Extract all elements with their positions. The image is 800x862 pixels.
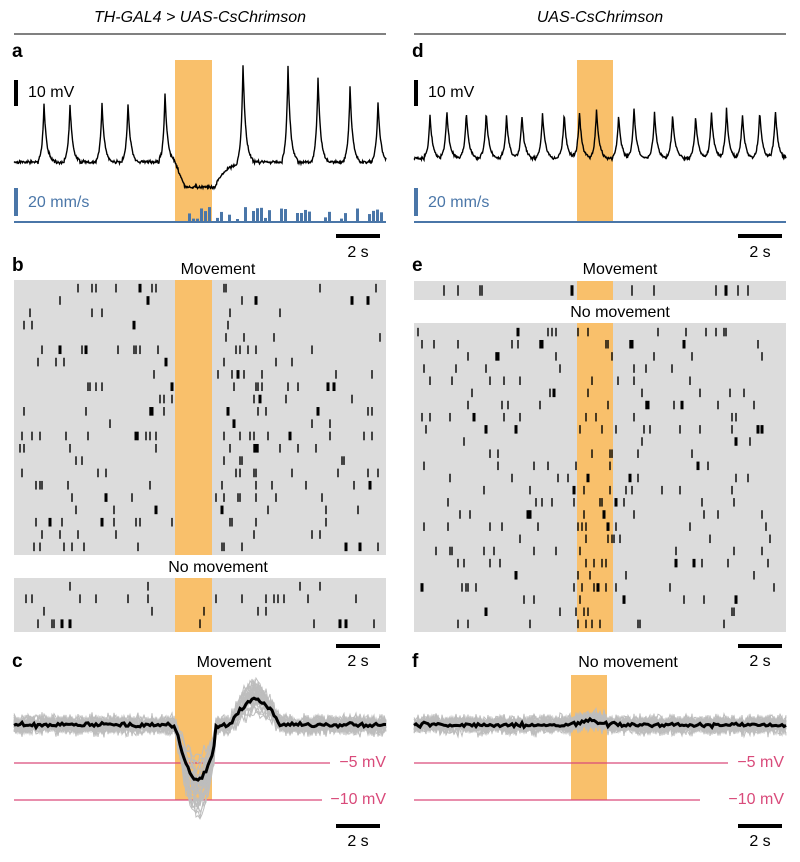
scale-label: 2 s xyxy=(749,244,770,261)
speed-bar xyxy=(228,214,231,222)
speed-bar xyxy=(372,210,375,222)
panel-label: c xyxy=(12,651,23,672)
reference-label: −10 mV xyxy=(728,791,784,808)
group-label: No movement xyxy=(570,304,670,321)
scale-label: 2 s xyxy=(749,653,770,670)
speed-bar xyxy=(260,207,263,222)
speed-bar xyxy=(216,217,219,222)
group-label: No movement xyxy=(168,559,268,576)
scale-label: 20 mm/s xyxy=(428,194,489,211)
speed-bar xyxy=(376,209,379,222)
speed-bar xyxy=(344,213,347,222)
speed-bar xyxy=(300,212,303,222)
speed-bar xyxy=(192,218,195,222)
scale-label: 20 mm/s xyxy=(28,194,89,211)
speed-bar xyxy=(368,214,371,222)
group-label: Movement xyxy=(583,261,658,278)
speed-bar xyxy=(340,218,343,222)
scale-label: 2 s xyxy=(347,244,368,261)
speed-bar xyxy=(208,207,211,222)
speed-bar xyxy=(268,210,271,222)
header-title: TH-GAL4 > UAS-CsChrimson xyxy=(94,9,306,26)
reference-label: −5 mV xyxy=(737,754,784,771)
voltage-trace xyxy=(413,107,787,163)
stimulus-window xyxy=(577,281,613,300)
condition-label: No movement xyxy=(578,654,678,671)
trial-trace xyxy=(13,689,387,795)
scale-label: 2 s xyxy=(749,833,770,850)
stimulus-window xyxy=(577,323,613,632)
group-label: Movement xyxy=(181,261,256,278)
condition-label: Movement xyxy=(197,654,272,671)
stimulus-window xyxy=(175,280,212,555)
speed-bar xyxy=(264,217,267,222)
speed-bar xyxy=(308,211,311,222)
speed-bar xyxy=(236,218,239,222)
panel-label: d xyxy=(412,41,424,62)
speed-bar xyxy=(324,217,327,222)
panel-label: b xyxy=(12,255,24,276)
mean-trace xyxy=(13,696,387,782)
scale-label: 2 s xyxy=(347,833,368,850)
panel-label: a xyxy=(12,41,23,62)
background-layer xyxy=(13,60,787,828)
reference-label: −10 mV xyxy=(330,791,386,808)
trial-trace xyxy=(13,682,387,811)
stimulus-window xyxy=(571,675,607,800)
scale-label: 10 mV xyxy=(428,84,475,101)
speed-bar xyxy=(284,209,287,222)
scale-label: 2 s xyxy=(347,653,368,670)
speed-bar xyxy=(244,207,247,222)
speed-bar xyxy=(256,208,259,222)
stimulus-window xyxy=(175,578,212,632)
header-title: UAS-CsChrimson xyxy=(537,9,663,26)
speed-bar xyxy=(296,213,299,222)
speed-bar xyxy=(196,218,199,222)
speed-bar xyxy=(204,211,207,222)
speed-bar xyxy=(252,210,255,222)
panel-label: e xyxy=(412,255,423,276)
speed-bar xyxy=(188,213,191,222)
speed-bar xyxy=(220,211,223,222)
reference-label: −5 mV xyxy=(339,754,386,771)
speed-bar xyxy=(304,209,307,222)
mean-trace xyxy=(413,716,787,730)
speed-bar xyxy=(356,208,359,222)
panel-label: f xyxy=(412,651,419,672)
speed-bar xyxy=(280,208,283,222)
trial-trace xyxy=(413,710,787,738)
speed-bar xyxy=(200,208,203,222)
scale-label: 10 mV xyxy=(28,84,75,101)
stimulus-window xyxy=(175,60,212,222)
speed-bar xyxy=(380,212,383,222)
voltage-trace xyxy=(13,65,387,191)
speed-bar xyxy=(328,211,331,222)
